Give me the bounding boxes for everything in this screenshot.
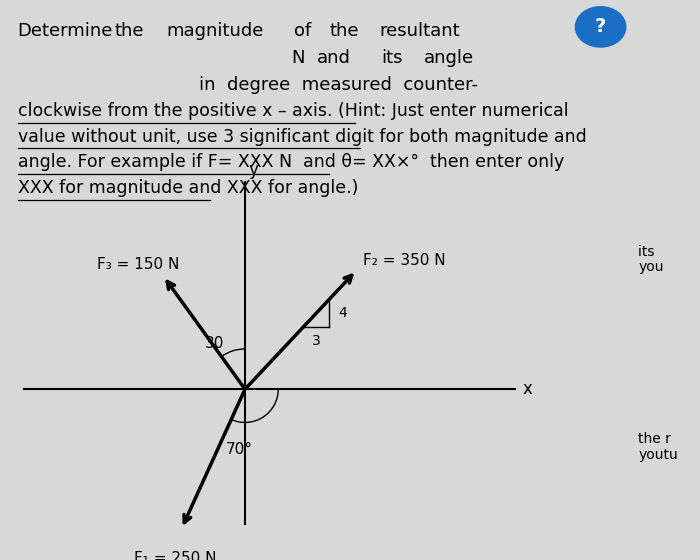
Text: its: its	[638, 245, 659, 259]
Circle shape	[575, 7, 626, 47]
Text: of: of	[294, 22, 312, 40]
Text: the: the	[114, 22, 144, 40]
Text: youtu: youtu	[638, 448, 678, 462]
Text: 70°: 70°	[226, 442, 253, 458]
Text: 3: 3	[312, 334, 321, 348]
Text: value without unit, use 3 significant digit for both magnitude and: value without unit, use 3 significant di…	[18, 128, 587, 146]
Text: magnitude: magnitude	[167, 22, 264, 40]
Text: ?: ?	[595, 17, 606, 36]
Text: Determine: Determine	[18, 22, 113, 40]
Text: F₁ = 250 N: F₁ = 250 N	[134, 551, 216, 560]
Text: F₂ = 350 N: F₂ = 350 N	[363, 253, 446, 268]
Text: y: y	[248, 161, 258, 179]
Text: XXX for magnitude and XXX for angle.): XXX for magnitude and XXX for angle.)	[18, 179, 358, 197]
Text: the r: the r	[638, 432, 671, 446]
Text: and: and	[316, 49, 350, 67]
Text: angle. For example if F= XXX N  and θ= XX×°  then enter only: angle. For example if F= XXX N and θ= XX…	[18, 153, 564, 171]
Text: its: its	[382, 49, 403, 67]
Text: N: N	[291, 49, 304, 67]
Text: resultant: resultant	[379, 22, 460, 40]
Text: in  degree  measured  counter-: in degree measured counter-	[199, 76, 479, 94]
Text: angle: angle	[424, 49, 475, 67]
Text: x: x	[523, 380, 533, 398]
Text: you: you	[638, 260, 664, 274]
Text: clockwise from the positive x – axis. (Hint: Just enter numerical: clockwise from the positive x – axis. (H…	[18, 102, 568, 120]
Text: F₃ = 150 N: F₃ = 150 N	[97, 256, 179, 272]
Text: 30: 30	[204, 336, 224, 351]
Text: the: the	[329, 22, 358, 40]
Text: 4: 4	[338, 306, 346, 320]
